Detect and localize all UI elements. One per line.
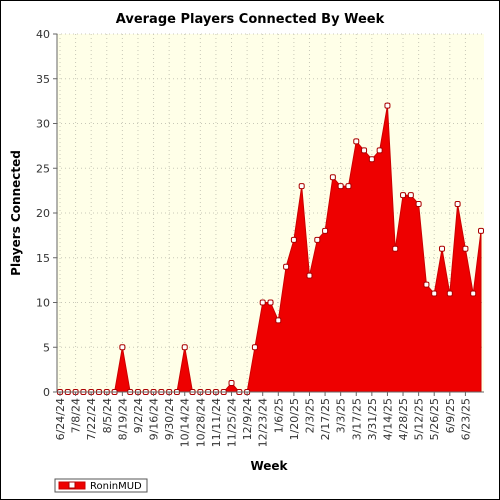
y-tick-label: 30 xyxy=(36,118,50,131)
y-tick-label: 15 xyxy=(36,252,50,265)
legend-label: RoninMUD xyxy=(90,481,142,492)
x-tick-label: 1/20/25 xyxy=(288,398,301,440)
x-tick-label: 8/19/24 xyxy=(116,398,129,440)
data-point xyxy=(306,272,313,279)
chart-title: Average Players Connected By Week xyxy=(116,12,385,27)
x-tick-label: 2/17/25 xyxy=(319,398,332,440)
data-point xyxy=(392,245,399,252)
x-tick-label: 6/24/24 xyxy=(54,398,67,440)
y-axis-label: Players Connected xyxy=(9,150,23,276)
x-tick-label: 6/23/25 xyxy=(459,398,472,440)
data-point xyxy=(290,236,297,243)
x-tick-label: 3/3/25 xyxy=(335,398,348,433)
data-point xyxy=(407,192,414,199)
x-tick-label: 3/31/25 xyxy=(366,398,379,440)
x-axis-ticks: 6/24/24 7/8/24 7/22/24 8/5/24 8/19/24 9/2/24 9… xyxy=(54,392,472,447)
data-point xyxy=(470,290,477,297)
data-point xyxy=(400,192,407,199)
y-tick-label: 20 xyxy=(36,207,50,220)
x-tick-label: 7/8/24 xyxy=(70,398,83,433)
x-tick-label: 6/9/25 xyxy=(444,398,457,433)
data-point xyxy=(478,227,484,234)
data-point xyxy=(384,102,391,109)
data-point xyxy=(259,299,266,306)
y-tick-label: 10 xyxy=(36,297,50,310)
data-point xyxy=(439,245,446,252)
x-tick-label: 4/14/25 xyxy=(381,398,394,440)
x-tick-label: 11/11/24 xyxy=(210,398,223,447)
x-tick-label: 2/3/25 xyxy=(303,398,316,433)
x-axis-label: Week xyxy=(250,459,288,473)
x-tick-label: 1/6/25 xyxy=(272,398,285,433)
x-tick-label: 12/9/24 xyxy=(241,398,254,440)
data-point xyxy=(119,344,126,351)
x-tick-label: 10/14/24 xyxy=(179,398,192,447)
data-point xyxy=(353,138,360,145)
data-point xyxy=(337,183,344,190)
y-tick-label: 5 xyxy=(43,341,50,354)
legend: RoninMUD xyxy=(54,478,148,493)
y-axis-ticks: 0 5 10 15 20 25 30 35 40 xyxy=(36,28,57,399)
x-tick-label: 5/26/25 xyxy=(428,398,441,440)
data-point xyxy=(329,174,336,181)
data-point xyxy=(181,344,188,351)
y-tick-label: 40 xyxy=(36,28,50,41)
data-point xyxy=(361,147,368,154)
data-point xyxy=(228,380,235,387)
data-point xyxy=(376,147,383,154)
data-point xyxy=(345,183,352,190)
x-tick-label: 5/12/25 xyxy=(413,398,426,440)
y-tick-label: 25 xyxy=(36,162,50,175)
data-point xyxy=(267,299,274,306)
data-point xyxy=(462,245,469,252)
data-point xyxy=(283,263,290,270)
data-point xyxy=(314,236,321,243)
data-point xyxy=(415,201,422,208)
x-tick-label: 9/16/24 xyxy=(148,398,161,440)
x-tick-label: 9/2/24 xyxy=(132,398,145,433)
data-point xyxy=(275,317,282,324)
data-point xyxy=(251,344,258,351)
legend-marker xyxy=(68,481,76,489)
x-tick-label: 7/22/24 xyxy=(85,398,98,440)
x-tick-label: 11/25/24 xyxy=(226,398,239,447)
x-tick-label: 9/30/24 xyxy=(163,398,176,440)
data-point xyxy=(298,183,305,190)
data-point xyxy=(423,281,430,288)
x-tick-label: 4/28/25 xyxy=(397,398,410,440)
x-tick-label: 8/5/24 xyxy=(101,398,114,433)
data-point xyxy=(446,290,453,297)
data-point xyxy=(431,290,438,297)
x-tick-label: 10/28/24 xyxy=(194,398,207,447)
data-point xyxy=(322,227,329,234)
y-tick-label: 35 xyxy=(36,73,50,86)
x-tick-label: 3/17/25 xyxy=(350,398,363,440)
data-point xyxy=(454,201,461,208)
y-tick-label: 0 xyxy=(43,386,50,399)
data-point xyxy=(368,156,375,163)
x-tick-label: 12/23/24 xyxy=(257,398,270,447)
